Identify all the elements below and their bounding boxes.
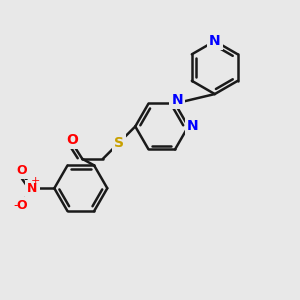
Text: N: N: [172, 93, 183, 107]
Text: O: O: [16, 200, 27, 212]
Text: N: N: [27, 182, 38, 195]
Text: O: O: [16, 164, 27, 177]
Text: S: S: [114, 136, 124, 150]
Text: O: O: [66, 133, 78, 147]
Text: +: +: [31, 176, 40, 186]
Text: -: -: [14, 200, 18, 212]
Text: N: N: [209, 34, 220, 48]
Text: N: N: [187, 119, 199, 134]
